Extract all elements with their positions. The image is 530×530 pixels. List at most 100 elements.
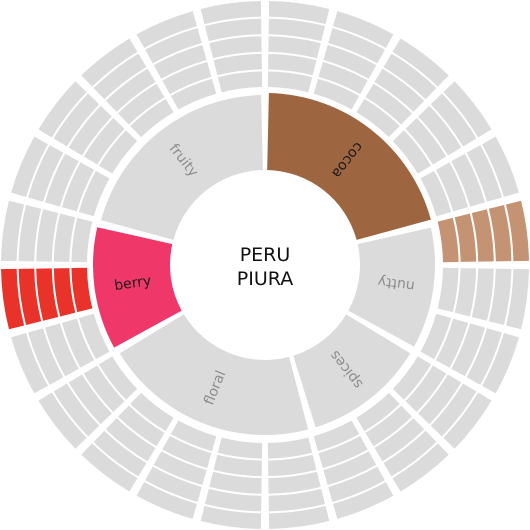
inner-segment-spices[interactable] bbox=[293, 314, 411, 428]
outer-band bbox=[392, 38, 449, 87]
outer-band bbox=[420, 313, 452, 360]
inner-segment-cocoa[interactable] bbox=[267, 93, 431, 240]
outer-band bbox=[204, 488, 262, 512]
outer-segment[interactable] bbox=[38, 81, 138, 174]
outer-band bbox=[405, 118, 447, 165]
outer-band bbox=[323, 44, 377, 79]
outer-band bbox=[488, 268, 512, 326]
outer-segment[interactable] bbox=[11, 313, 110, 394]
outer-segment[interactable] bbox=[81, 392, 174, 492]
outer-band bbox=[313, 420, 360, 452]
outer-band bbox=[323, 451, 377, 486]
outer-segment[interactable] bbox=[136, 420, 217, 519]
outer-band bbox=[136, 11, 197, 48]
outer-band bbox=[38, 81, 87, 138]
inner-label-berry: berry bbox=[113, 273, 152, 294]
inner-segment-berry[interactable] bbox=[93, 227, 182, 348]
outer-band bbox=[44, 153, 79, 207]
inner-segment-fruity[interactable] bbox=[101, 95, 263, 240]
outer-segment[interactable] bbox=[200, 1, 263, 93]
outer-band bbox=[53, 383, 100, 437]
outer-band bbox=[374, 418, 425, 462]
outer-band bbox=[313, 78, 360, 110]
outer-band bbox=[53, 93, 100, 147]
inner-segment-nutty[interactable] bbox=[348, 227, 435, 347]
outer-band bbox=[68, 105, 112, 156]
outer-band bbox=[28, 328, 64, 385]
outer-segment[interactable] bbox=[38, 356, 138, 449]
outer-segment[interactable] bbox=[420, 313, 519, 394]
outer-band bbox=[53, 213, 76, 262]
outer-band bbox=[505, 200, 529, 262]
outer-band bbox=[268, 471, 321, 494]
outer-segment[interactable] bbox=[267, 1, 330, 93]
outer-band bbox=[71, 217, 93, 263]
outer-band bbox=[153, 44, 207, 79]
outer-band bbox=[267, 437, 313, 459]
outer-band bbox=[356, 98, 400, 138]
outer-band bbox=[365, 83, 412, 125]
outer-segment[interactable] bbox=[437, 200, 529, 263]
outer-segment[interactable] bbox=[356, 38, 449, 138]
outer-segment[interactable] bbox=[313, 11, 394, 110]
outer-band bbox=[18, 268, 42, 326]
outer-segment[interactable] bbox=[267, 437, 330, 529]
outer-band bbox=[418, 374, 462, 425]
outer-band bbox=[93, 430, 147, 477]
outer-band bbox=[328, 466, 385, 502]
center-title-line-2: PIURA bbox=[237, 268, 293, 290]
outer-segment[interactable] bbox=[81, 38, 174, 138]
outer-band bbox=[430, 383, 477, 437]
outer-band bbox=[200, 1, 262, 25]
outer-band bbox=[105, 68, 156, 112]
outer-band bbox=[383, 430, 437, 477]
outer-band bbox=[170, 78, 217, 110]
outer-band bbox=[451, 153, 486, 207]
outer-segment[interactable] bbox=[356, 392, 449, 492]
outer-band bbox=[44, 323, 79, 377]
outer-band bbox=[83, 118, 125, 165]
outer-band bbox=[53, 268, 76, 317]
outer-segment[interactable] bbox=[200, 437, 263, 529]
outer-segment[interactable] bbox=[313, 420, 394, 519]
outer-segment[interactable] bbox=[437, 267, 529, 330]
outer-band bbox=[482, 136, 519, 197]
outer-band bbox=[268, 1, 330, 25]
outer-band bbox=[466, 145, 502, 202]
outer-band bbox=[118, 83, 165, 125]
outer-band bbox=[209, 36, 262, 59]
outer-band bbox=[267, 71, 313, 93]
outer-band bbox=[505, 268, 529, 330]
outer-band bbox=[153, 451, 207, 486]
outer-segment[interactable] bbox=[136, 11, 217, 110]
outer-band bbox=[200, 505, 262, 529]
outer-band bbox=[437, 217, 459, 263]
outer-segment[interactable] bbox=[11, 136, 110, 217]
inner-segment-floral[interactable] bbox=[119, 314, 309, 436]
outer-band bbox=[61, 162, 95, 212]
outer-band bbox=[81, 443, 138, 492]
outer-band bbox=[213, 53, 262, 76]
outer-band bbox=[268, 53, 317, 76]
outer-segment[interactable] bbox=[392, 356, 492, 449]
outer-band bbox=[443, 392, 492, 449]
outer-segment[interactable] bbox=[420, 136, 519, 217]
outer-segment[interactable] bbox=[392, 81, 492, 174]
inner-label-nutty: nutty bbox=[377, 273, 416, 294]
outer-segment[interactable] bbox=[1, 200, 93, 263]
outer-band bbox=[145, 466, 202, 502]
outer-band bbox=[268, 505, 330, 529]
outer-band bbox=[356, 392, 400, 432]
outer-band bbox=[383, 53, 437, 100]
outer-band bbox=[217, 437, 263, 459]
outer-band bbox=[392, 130, 432, 174]
outer-band bbox=[118, 405, 165, 447]
outer-band bbox=[471, 268, 494, 321]
outer-band bbox=[162, 435, 212, 469]
outer-segment[interactable] bbox=[1, 267, 93, 330]
outer-band bbox=[333, 482, 394, 519]
outer-band bbox=[454, 268, 477, 317]
